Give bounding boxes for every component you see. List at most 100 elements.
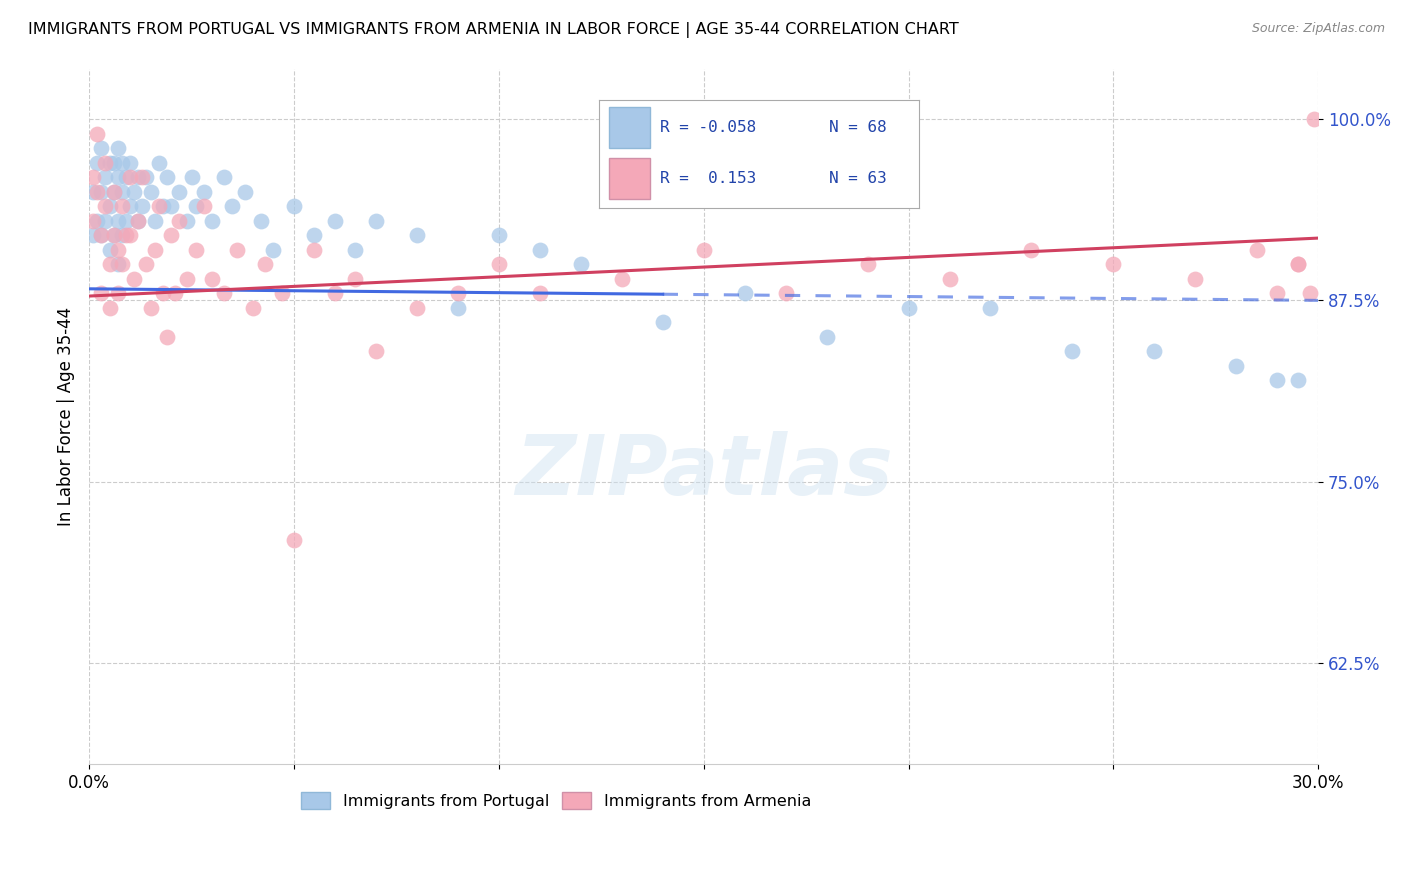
Point [98,257,121,271]
Point [1021,243,1043,257]
Point [111,228,134,243]
Point [127,170,149,185]
Point [135,257,157,271]
Point [344,271,367,285]
Point [692,243,714,257]
Legend: Immigrants from Portugal, Immigrants from Armenia: Immigrants from Portugal, Immigrants fro… [295,786,817,815]
Point [86,155,108,169]
Point [107,243,129,257]
Text: Source: ZipAtlas.com: Source: ZipAtlas.com [1251,22,1385,36]
Point [122,271,145,285]
Point [262,243,284,257]
Point [176,271,198,285]
Point [127,213,149,227]
Point [176,213,198,227]
Point [304,243,326,257]
Point [856,257,879,271]
Point [115,228,138,243]
Point [103,228,125,243]
Point [94,199,117,213]
Point [98,243,121,257]
Point [193,199,215,213]
Point [344,243,367,257]
Point [118,170,141,185]
Point [90,141,112,155]
Point [201,213,224,227]
Point [1062,344,1084,359]
Point [152,199,174,213]
Point [107,257,129,271]
Point [118,155,141,169]
Point [447,301,470,315]
Point [107,213,129,227]
Point [107,141,129,155]
Point [529,286,551,301]
Point [1102,257,1125,271]
Point [103,185,125,199]
Point [165,286,187,301]
Point [148,155,170,169]
Point [488,257,510,271]
Point [651,315,673,329]
Text: IMMIGRANTS FROM PORTUGAL VS IMMIGRANTS FROM ARMENIA IN LABOR FORCE | AGE 35-44 C: IMMIGRANTS FROM PORTUGAL VS IMMIGRANTS F… [28,22,959,38]
Point [118,228,141,243]
Point [148,199,170,213]
Point [815,329,838,343]
Point [775,286,797,301]
Point [214,286,236,301]
Point [131,199,153,213]
Point [111,257,134,271]
Point [111,155,134,169]
Point [82,213,104,227]
Point [143,213,166,227]
Point [90,228,112,243]
Point [111,185,134,199]
Point [364,213,387,227]
Point [1143,344,1166,359]
Point [447,286,470,301]
Point [938,271,960,285]
Point [1246,243,1268,257]
Point [180,170,202,185]
Point [1286,257,1309,271]
Point [1265,373,1288,387]
Point [115,213,138,227]
Point [127,213,149,227]
Point [107,286,129,301]
Point [98,199,121,213]
Point [569,257,592,271]
Point [1286,373,1309,387]
Point [98,301,121,315]
Point [184,199,207,213]
Point [156,329,179,343]
Point [90,286,112,301]
Point [221,199,243,213]
Point [86,127,108,141]
Point [118,199,141,213]
Point [115,170,138,185]
Point [94,155,117,169]
Point [250,213,273,227]
Point [283,199,305,213]
Point [364,344,387,359]
Y-axis label: In Labor Force | Age 35-44: In Labor Force | Age 35-44 [58,307,75,526]
Point [323,213,346,227]
Point [1265,286,1288,301]
Point [1299,286,1322,301]
Point [167,185,190,199]
Point [90,185,112,199]
Point [82,170,104,185]
Point [156,170,179,185]
Point [304,228,326,243]
Point [160,199,183,213]
Point [86,213,108,227]
Point [135,170,157,185]
Point [270,286,292,301]
Point [1225,359,1247,373]
Point [610,271,633,285]
Point [131,170,153,185]
Point [193,185,215,199]
Point [897,301,920,315]
Point [323,286,346,301]
Point [103,228,125,243]
